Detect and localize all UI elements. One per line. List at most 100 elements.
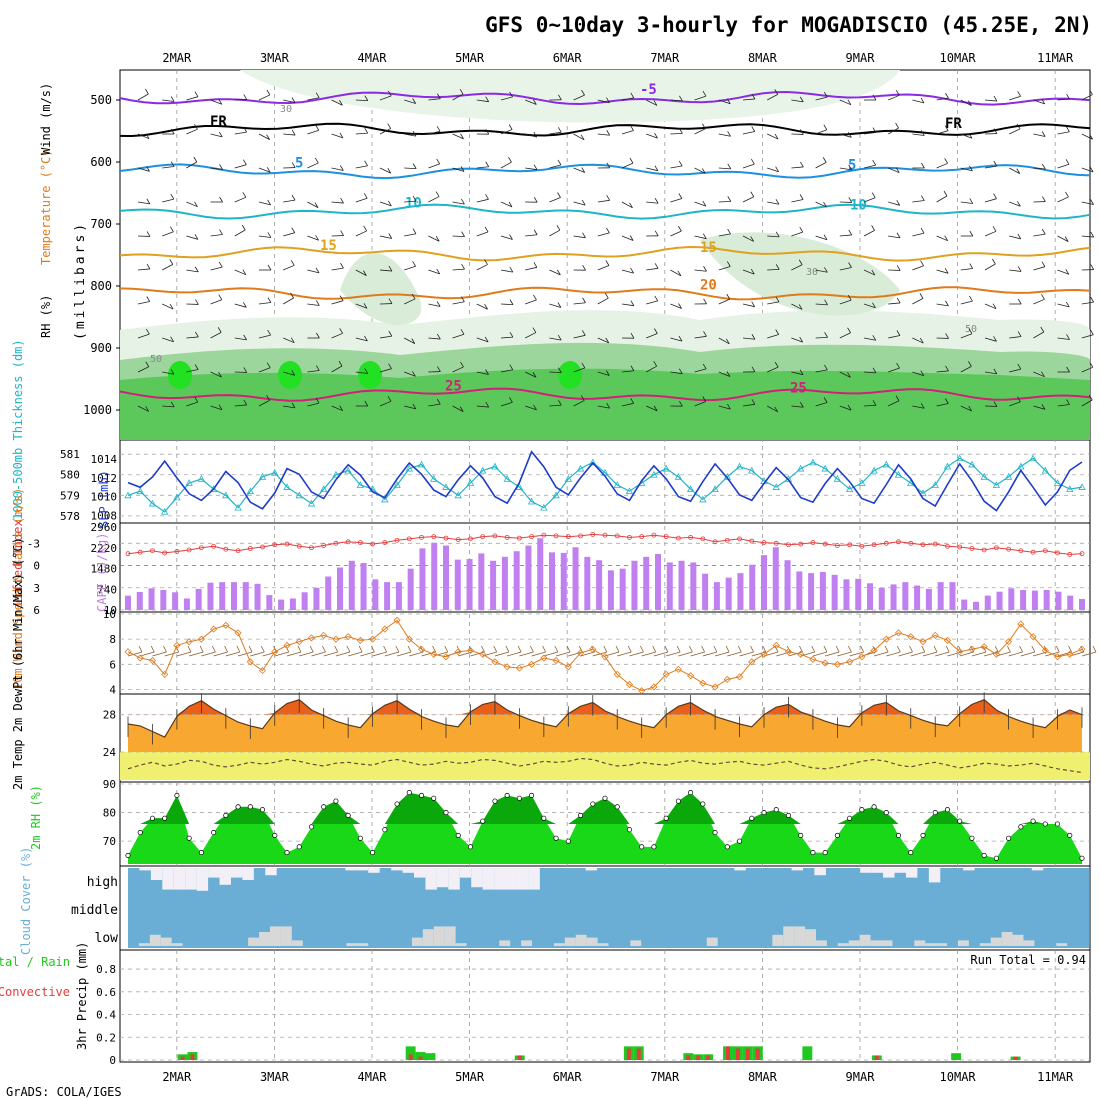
cape-bar xyxy=(549,552,555,610)
wind-barb xyxy=(863,337,876,341)
wind-barb-flag xyxy=(558,399,562,406)
wind-barb xyxy=(525,99,537,105)
wind-barb xyxy=(815,402,828,407)
wind-barb-flag xyxy=(654,295,659,302)
wind-barb xyxy=(815,129,827,135)
wind-speed-point xyxy=(919,638,927,646)
wind-barb-flag xyxy=(1065,191,1069,198)
wind-barb xyxy=(258,201,271,206)
wind-barb-flag xyxy=(679,128,683,134)
wind-barb xyxy=(1081,201,1094,205)
wind-barb-flag xyxy=(243,334,247,341)
wind-barb-flag xyxy=(146,328,150,335)
wind-speed-point xyxy=(576,649,585,657)
cape-bar xyxy=(996,591,1003,610)
li-point xyxy=(137,549,143,555)
rh-point xyxy=(920,832,926,838)
wind-barb-flag xyxy=(1042,196,1046,202)
wind-barb-10m-flag xyxy=(676,645,681,653)
wind-speed-point xyxy=(968,645,976,653)
rh-point xyxy=(712,830,718,836)
thickness-point xyxy=(271,468,279,476)
wind-speed-point xyxy=(528,660,536,668)
wind-barb-flag xyxy=(1041,294,1045,300)
cloud-low-bar xyxy=(499,940,511,946)
rh-point xyxy=(443,810,449,816)
cape-bar xyxy=(761,555,767,610)
li-point xyxy=(235,548,241,554)
wind-barb-10m-flag xyxy=(530,645,534,653)
wind-barb-10m-flag xyxy=(297,645,302,653)
cape-bar xyxy=(560,552,567,610)
wind-barb xyxy=(234,269,247,276)
wind-barb-flag xyxy=(388,363,392,369)
wind-barb-10m xyxy=(384,651,399,657)
thickness-point xyxy=(442,483,450,490)
rh-point xyxy=(810,850,816,856)
cloud-high-bar xyxy=(734,868,746,871)
wind-barb-flag xyxy=(459,88,464,95)
wind-barb-flag xyxy=(727,403,731,410)
wind-barb-flag xyxy=(315,300,320,306)
cloud-low-bar xyxy=(815,940,827,946)
wind-barb-flag xyxy=(605,260,610,266)
li-point xyxy=(565,534,571,540)
wind-barb-flag xyxy=(630,300,635,306)
wind-barb xyxy=(742,269,755,275)
wind-barb-flag xyxy=(751,93,756,100)
wind-barb-flag xyxy=(678,335,683,342)
rh-point xyxy=(639,844,645,850)
precip-total-bar xyxy=(425,1053,436,1060)
wind-barb-flag xyxy=(412,228,417,234)
wind-barb-10m-flag xyxy=(1019,645,1023,653)
li-point xyxy=(871,542,877,548)
thickness-point xyxy=(161,507,169,515)
wind-barb-10m xyxy=(825,651,840,657)
cloud-low-bar xyxy=(1023,940,1035,946)
rh-point xyxy=(724,844,730,850)
wind-barb xyxy=(839,167,852,171)
wind-speed-point xyxy=(381,625,389,633)
wind-barb xyxy=(307,402,320,407)
wind-barb xyxy=(1033,371,1045,378)
cloud-low-bar xyxy=(881,940,893,946)
wind-barb xyxy=(283,199,296,203)
wind-tick-label: 4 xyxy=(109,683,116,696)
wind-barb-flag xyxy=(993,95,998,102)
cloud-low-bar xyxy=(837,943,849,946)
wind-tick-label: 6 xyxy=(109,658,116,671)
wind-barb xyxy=(694,235,707,240)
pressure-tick-label: 700 xyxy=(90,217,112,231)
wind-barb-flag xyxy=(1089,166,1094,173)
wind-barb xyxy=(258,167,271,173)
cape-bar xyxy=(607,570,614,610)
wind-barb-flag xyxy=(751,126,756,132)
cloud-low-bar xyxy=(772,934,784,946)
wind-barb-flag xyxy=(435,191,440,197)
wind-barb-flag xyxy=(751,301,756,307)
li-point xyxy=(822,541,828,547)
wind-barb-flag xyxy=(848,164,852,171)
wind-barb xyxy=(742,303,755,308)
rh-point xyxy=(272,832,278,838)
wind-barb-flag xyxy=(290,292,294,299)
wind-barb-10m-flag xyxy=(627,645,632,653)
wind-barb xyxy=(1057,98,1070,101)
cloud-low-bar xyxy=(149,934,161,946)
wind-barb xyxy=(404,298,416,305)
cape-bar xyxy=(796,571,803,610)
wind-barb xyxy=(936,130,949,135)
li-point xyxy=(480,534,486,540)
wind-barb xyxy=(863,303,876,309)
wind-barb xyxy=(1033,133,1046,137)
wind-speed-point xyxy=(1078,645,1086,653)
wind-barb xyxy=(767,405,778,413)
wind-barb-flag xyxy=(582,232,586,238)
wind-barb-10m xyxy=(935,651,950,657)
wind-barb-flag xyxy=(316,332,320,339)
wind-barb-flag xyxy=(969,263,974,269)
wind-barb xyxy=(912,99,925,104)
wind-barb xyxy=(234,229,246,237)
wind-barb-flag xyxy=(919,337,924,344)
rh-point xyxy=(908,850,914,856)
